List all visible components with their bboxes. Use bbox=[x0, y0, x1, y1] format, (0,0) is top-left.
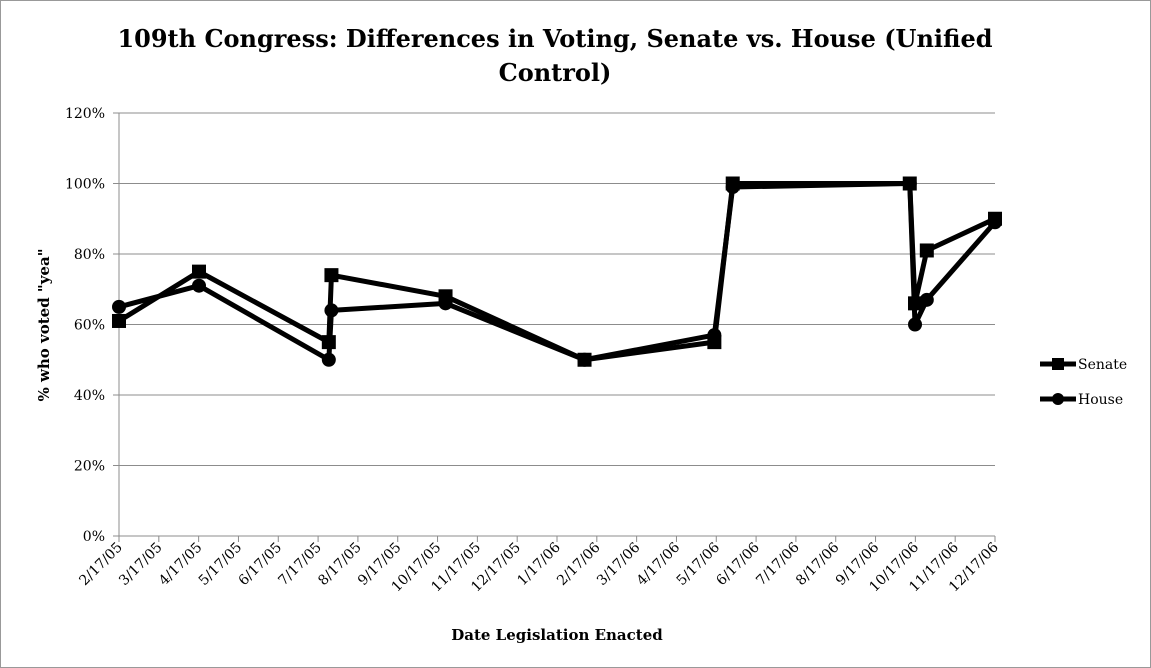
x-tick-label: 8/17/06 bbox=[793, 539, 843, 589]
x-tick-label: 3/17/06 bbox=[594, 539, 644, 589]
y-tick-label: 100% bbox=[65, 177, 105, 193]
data-point-house bbox=[438, 296, 453, 311]
y-tick-label: 0% bbox=[83, 529, 105, 545]
x-tick-label: 3/17/05 bbox=[116, 540, 165, 589]
y-tick-label: 40% bbox=[74, 388, 105, 404]
x-tick-label: 4/17/05 bbox=[156, 540, 205, 589]
chart-title: 109th Congress: Differences in Voting, S… bbox=[117, 24, 993, 87]
data-point-house bbox=[191, 278, 206, 293]
legend: Senate House bbox=[1040, 357, 1127, 408]
x-tick-labels: 2/17/053/17/054/17/055/17/056/17/057/17/… bbox=[76, 539, 1002, 595]
y-tick-label: 20% bbox=[74, 459, 105, 475]
data-point-house bbox=[112, 299, 126, 314]
data-point-house bbox=[988, 215, 1002, 230]
data-point-house bbox=[321, 352, 336, 367]
series-house bbox=[112, 176, 1002, 367]
data-point-senate bbox=[112, 313, 126, 328]
legend-item-senate: Senate bbox=[1040, 357, 1127, 373]
series-senate bbox=[112, 176, 1002, 367]
legend-label: House bbox=[1078, 392, 1123, 408]
data-point-house bbox=[707, 328, 722, 343]
y-tick-labels: 0% 20% 40% 60% 80% 100% 120% bbox=[65, 106, 105, 545]
x-tick-label: 5/17/05 bbox=[196, 540, 245, 589]
data-point-house bbox=[902, 176, 917, 191]
x-tick-label: 4/17/06 bbox=[634, 539, 684, 589]
legend-marker-circle bbox=[1052, 393, 1064, 405]
gridlines bbox=[119, 112, 995, 466]
x-tick-label: 8/17/05 bbox=[315, 540, 364, 589]
series-lines bbox=[112, 176, 1002, 367]
legend-marker-square bbox=[1052, 358, 1064, 370]
x-tick-label: 6/17/05 bbox=[236, 540, 285, 589]
series-line-house bbox=[118, 181, 997, 363]
x-tick-label: 6/17/06 bbox=[713, 539, 763, 589]
series-line-senate bbox=[117, 181, 997, 363]
y-tick-label: 60% bbox=[74, 318, 105, 334]
data-point-senate bbox=[191, 264, 206, 279]
axes bbox=[113, 112, 996, 542]
x-tick-label: 2/17/06 bbox=[554, 539, 604, 589]
data-point-house bbox=[577, 352, 592, 367]
x-tick-label: 1/17/06 bbox=[514, 539, 564, 589]
x-axis-label: Date Legislation Enacted bbox=[451, 626, 663, 644]
x-tick-label: 7/17/05 bbox=[275, 540, 324, 589]
legend-label: Senate bbox=[1078, 357, 1127, 373]
x-tick-label: 5/17/06 bbox=[674, 539, 724, 589]
data-point-house bbox=[919, 292, 934, 307]
data-point-house bbox=[324, 303, 339, 318]
x-tick-label: 7/17/06 bbox=[753, 539, 803, 589]
data-point-house bbox=[908, 317, 923, 332]
data-point-senate bbox=[324, 268, 339, 283]
y-tick-label: 120% bbox=[65, 106, 105, 122]
data-point-senate bbox=[919, 243, 934, 258]
y-tick-label: 80% bbox=[74, 247, 105, 263]
data-point-house bbox=[725, 180, 740, 195]
legend-item-house: House bbox=[1040, 392, 1123, 408]
x-tick-label: 2/17/05 bbox=[76, 540, 125, 589]
